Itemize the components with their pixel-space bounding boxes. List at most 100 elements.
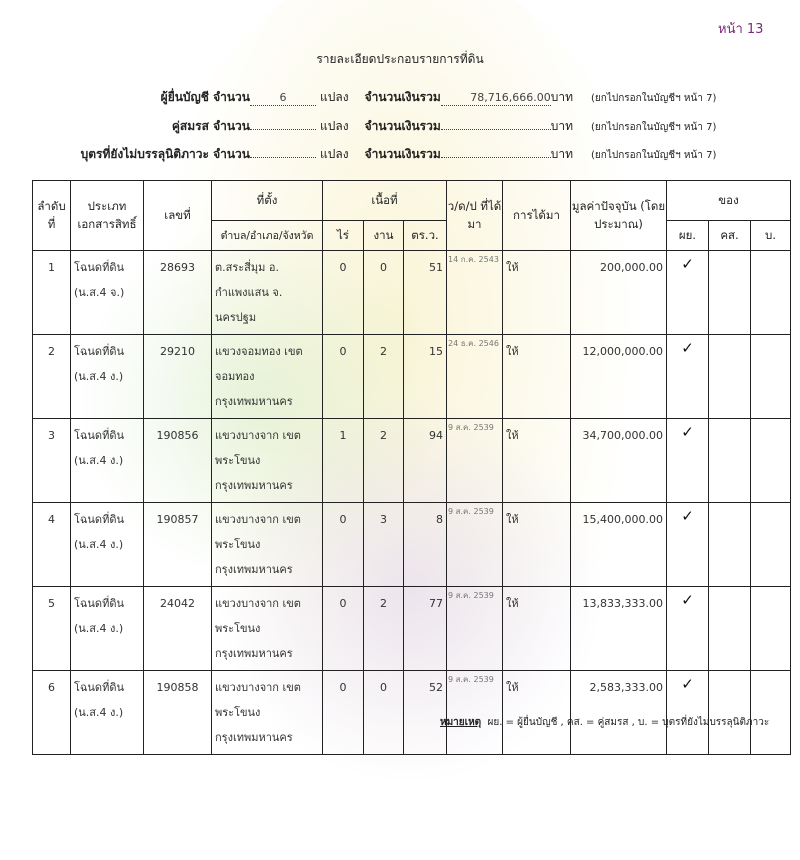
cell-ngan: 2 <box>363 586 404 671</box>
cell-child <box>750 334 791 419</box>
cell-spouse <box>708 502 751 587</box>
type-code: (น.ส.4 ง.) <box>74 706 124 719</box>
cell-number: 28693 <box>143 250 212 335</box>
cell-acquisition: ให้ <box>502 586 571 671</box>
header-date: ว/ด/ป ที่ได้มา <box>446 180 503 251</box>
cell-child <box>750 418 791 503</box>
summary-count <box>250 116 316 130</box>
summary-row: บุตรที่ยังไม่บรรลุนิติภาวะ จำนวน แปลง จำนว… <box>0 144 717 164</box>
page-title: รายละเอียดประกอบรายการที่ดิน <box>316 52 484 66</box>
cell-acquisition: ให้ <box>502 502 571 587</box>
cell-wa: 52 <box>403 670 447 755</box>
summary-note: (ยกไปกรอกในบัญชีฯ หน้า 7) <box>591 122 717 133</box>
header-value: มูลค่าปัจจุบัน (โดยประมาณ) <box>570 180 667 251</box>
cell-type: โฉนดที่ดิน (น.ส.4 ง.) <box>70 670 144 755</box>
summary-row: ผู้ยื่นบัญชี จำนวน 6 แปลง จำนวนเงินรวม 78,71… <box>0 88 716 107</box>
header-owner-declarant: ผย. <box>666 220 709 251</box>
summary-amount: 78,716,666.00 <box>440 92 551 106</box>
land-table: ลำดับ ที่ ประเภท เอกสารสิทธิ์ เลขที่ ที่… <box>32 180 791 755</box>
cell-rai: 0 <box>322 586 364 671</box>
cell-rai: 0 <box>322 250 364 335</box>
cell-location: ต.สระสี่มุม อ. กำแพงแสน จ. นครปฐม <box>211 250 323 335</box>
cell-date: 9 ส.ค. 2539 <box>446 502 503 587</box>
cell-ngan: 0 <box>363 250 404 335</box>
type-name: โฉนดที่ดิน <box>74 261 124 274</box>
cell-order: 4 <box>32 502 71 587</box>
cell-date: 9 ส.ค. 2539 <box>446 586 503 671</box>
summary-currency: บาท <box>550 90 574 104</box>
header-wa: ตร.ว. <box>403 220 447 251</box>
type-code: (น.ส.4 จ.) <box>74 286 125 299</box>
summary-label: คู่สมรส จำนวน <box>171 119 250 133</box>
summary-amount-label: จำนวนเงินรวม <box>364 119 441 133</box>
summary-unit: แปลง <box>320 90 349 104</box>
summary-note: (ยกไปกรอกในบัญชีฯ หน้า 7) <box>591 93 717 104</box>
cell-ngan: 2 <box>363 334 404 419</box>
cell-location: แขวงบางจาก เขตพระโขนง กรุงเทพมหานคร <box>211 502 323 587</box>
cell-value: 2,583,333.00 <box>570 670 667 755</box>
cell-value: 200,000.00 <box>570 250 667 335</box>
cell-order: 3 <box>32 418 71 503</box>
type-code: (น.ส.4 ง.) <box>74 370 124 383</box>
type-code: (น.ส.4 ง.) <box>74 538 124 551</box>
summary-amount-label: จำนวนเงินรวม <box>364 90 441 104</box>
summary-currency: บาท <box>550 119 574 133</box>
cell-date: 14 ก.ค. 2543 <box>446 250 503 335</box>
cell-spouse <box>708 586 751 671</box>
summary-label: ผู้ยื่นบัญชี จำนวน <box>160 90 250 104</box>
header-ngan: งาน <box>363 220 404 251</box>
cell-number: 190856 <box>143 418 212 503</box>
cell-order: 5 <box>32 586 71 671</box>
cell-location: แขวงบางจาก เขตพระโขนง กรุงเทพมหานคร <box>211 670 323 755</box>
cell-type: โฉนดที่ดิน (น.ส.4 ง.) <box>70 418 144 503</box>
cell-type: โฉนดที่ดิน (น.ส.4 จ.) <box>70 250 144 335</box>
header-area: เนื้อที่ <box>322 180 447 221</box>
header-owner-spouse: คส. <box>708 220 751 251</box>
check-icon: ✓ <box>666 334 709 419</box>
table-row: 3 โฉนดที่ดิน (น.ส.4 ง.) 190856 แขวงบางจาก… <box>32 418 791 503</box>
check-icon: ✓ <box>666 418 709 503</box>
footnote: หมายเหตุ ผย. = ผู้ยื่นบัญชี , คส. = คู่ส… <box>440 715 769 730</box>
cell-value: 13,833,333.00 <box>570 586 667 671</box>
cell-order: 2 <box>32 334 71 419</box>
cell-child <box>750 586 791 671</box>
summary-row: คู่สมรส จำนวน แปลง จำนวนเงินรวม บาท (ยกไปกรอ… <box>0 116 716 136</box>
type-name: โฉนดที่ดิน <box>74 513 124 526</box>
cell-number: 29210 <box>143 334 212 419</box>
cell-date: 9 ส.ค. 2539 <box>446 670 503 755</box>
cell-order: 1 <box>32 250 71 335</box>
header-type: ประเภท เอกสารสิทธิ์ <box>70 180 144 251</box>
summary-count <box>250 144 316 158</box>
cell-order: 6 <box>32 670 71 755</box>
cell-rai: 0 <box>322 334 364 419</box>
table-row: 5 โฉนดที่ดิน (น.ส.4 ง.) 24042 แขวงบางจาก … <box>32 586 791 671</box>
cell-location: แขวงบางจาก เขตพระโขนง กรุงเทพมหานคร <box>211 586 323 671</box>
header-owner: ของ <box>666 180 791 221</box>
table-row: 2 โฉนดที่ดิน (น.ส.4 ง.) 29210 แขวงจอมทอง … <box>32 334 791 419</box>
cell-ngan: 3 <box>363 502 404 587</box>
summary-count: 6 <box>250 92 316 106</box>
cell-spouse <box>708 334 751 419</box>
cell-rai: 1 <box>322 418 364 503</box>
footnote-label: หมายเหตุ <box>440 717 482 728</box>
cell-location: แขวงบางจาก เขตพระโขนง กรุงเทพมหานคร <box>211 418 323 503</box>
footnote-text: ผย. = ผู้ยื่นบัญชี , คส. = คู่สมรส , บ. … <box>487 717 770 728</box>
cell-spouse <box>708 250 751 335</box>
summary-unit: แปลง <box>320 119 349 133</box>
cell-wa: 77 <box>403 586 447 671</box>
cell-acquisition: ให้ <box>502 418 571 503</box>
header-location: ที่ตั้ง <box>211 180 323 221</box>
cell-type: โฉนดที่ดิน (น.ส.4 ง.) <box>70 502 144 587</box>
check-icon: ✓ <box>666 586 709 671</box>
cell-type: โฉนดที่ดิน (น.ส.4 ง.) <box>70 334 144 419</box>
check-icon: ✓ <box>666 250 709 335</box>
cell-acquisition: ให้ <box>502 334 571 419</box>
type-code: (น.ส.4 ง.) <box>74 622 124 635</box>
cell-number: 190858 <box>143 670 212 755</box>
cell-value: 34,700,000.00 <box>570 418 667 503</box>
cell-spouse <box>708 418 751 503</box>
header-location-sub: ตำบล/อำเภอ/จังหวัด <box>211 220 323 251</box>
summary-label: บุตรที่ยังไม่บรรลุนิติภาวะ จำนวน <box>80 147 250 161</box>
header-rai: ไร่ <box>322 220 364 251</box>
cell-child <box>750 502 791 587</box>
